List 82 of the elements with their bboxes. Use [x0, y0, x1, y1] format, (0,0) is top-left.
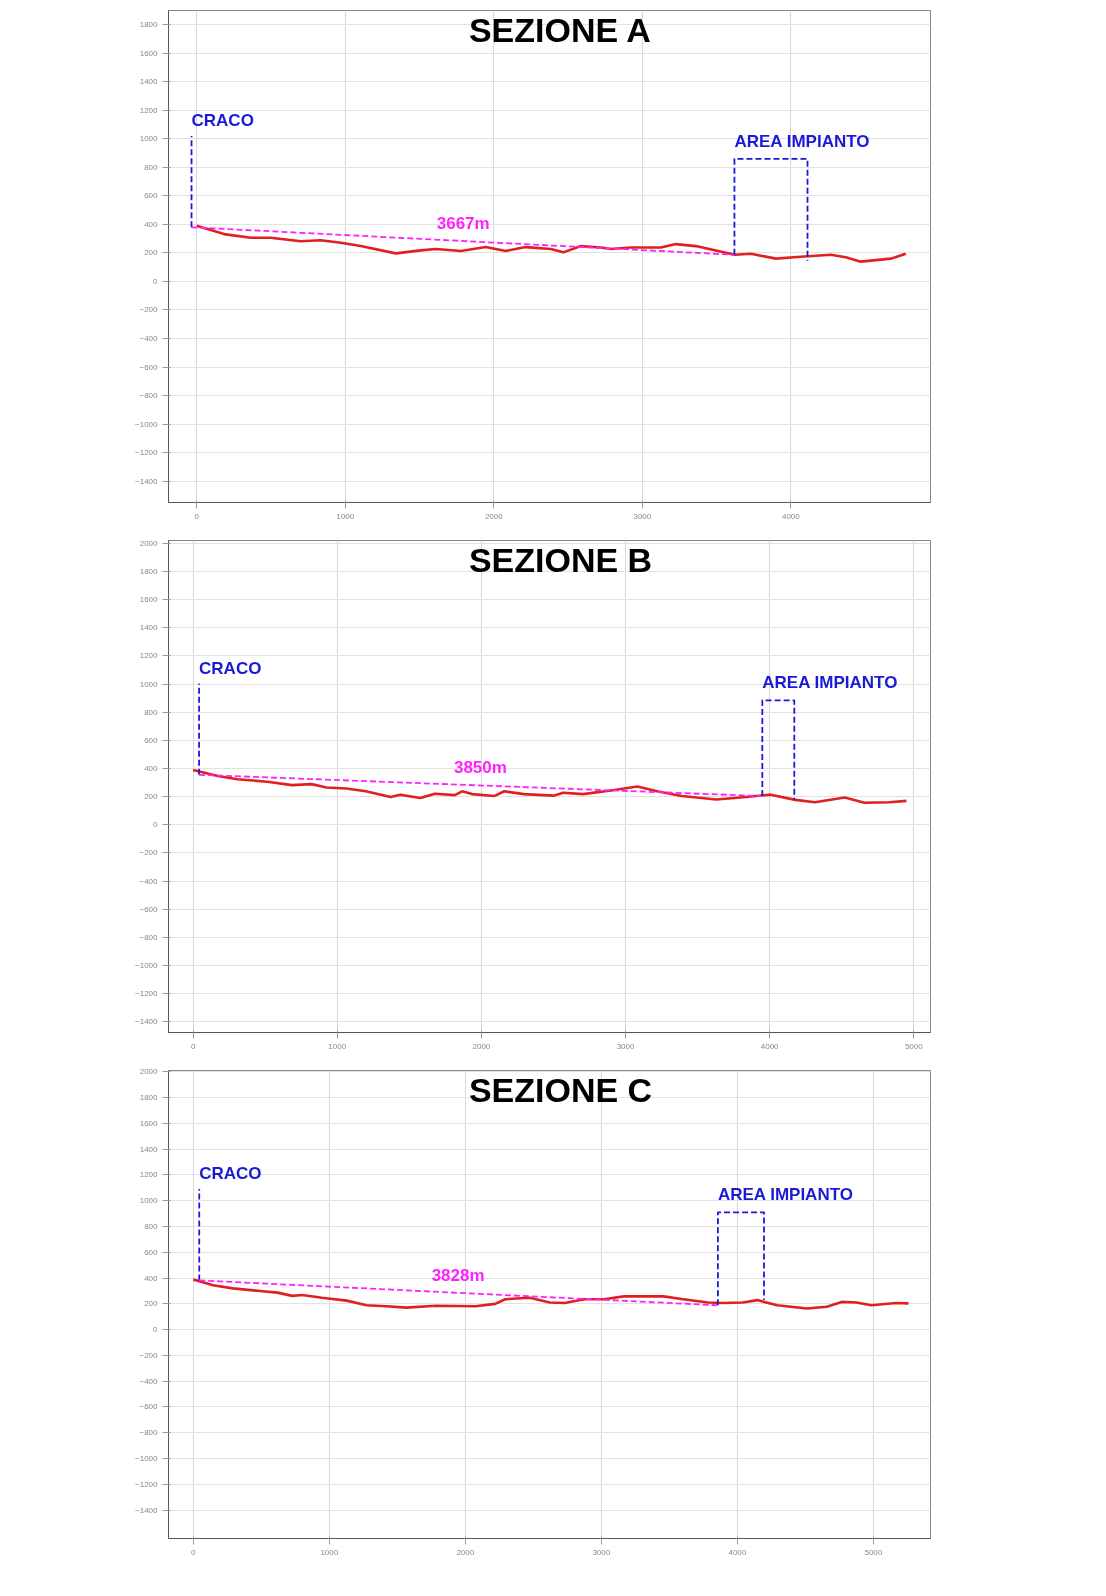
y-tick-label: −200 [139, 305, 159, 315]
y-tick-label: −1000 [135, 419, 159, 429]
y-tick-label: 1600 [139, 595, 159, 605]
y-tick-label: 1800 [139, 20, 159, 30]
x-tick-label: 1000 [328, 1041, 347, 1051]
y-tick-label: 400 [144, 219, 159, 229]
annotation: AREA IMPIANTO [734, 131, 870, 151]
annotation: CRACO [199, 658, 262, 678]
y-tick-label: 2000 [139, 538, 159, 548]
annotation: 3850m [453, 758, 507, 778]
y-tick-label: 0 [153, 820, 159, 830]
y-tick-label: 200 [144, 1299, 159, 1309]
chart-title: SEZIONE A [468, 10, 651, 49]
y-tick-label: 400 [144, 1273, 159, 1283]
y-tick-label: 400 [144, 763, 159, 773]
y-tick-label: −400 [139, 1376, 159, 1386]
x-tick-label: 1000 [320, 1547, 339, 1557]
x-tick-label: 2000 [456, 1547, 475, 1557]
annotation: AREA IMPIANTO [762, 673, 898, 693]
x-tick-label: 0 [191, 1547, 197, 1557]
y-tick-label: 1400 [139, 1144, 159, 1154]
x-tick-label: 1000 [336, 511, 355, 521]
annotation: 3667m [436, 214, 490, 234]
y-tick-label: 800 [144, 162, 159, 172]
y-tick-label: −200 [139, 1350, 159, 1360]
y-tick-label: −1200 [135, 448, 159, 458]
y-tick-label: −1000 [135, 961, 159, 971]
y-tick-label: 600 [144, 735, 159, 745]
x-tick-label: 0 [194, 511, 200, 521]
x-tick-label: 2000 [472, 1041, 491, 1051]
y-tick-label: −1400 [135, 476, 159, 486]
x-tick-label: 3000 [616, 1041, 635, 1051]
y-tick-label: 1800 [139, 566, 159, 576]
y-tick-label: −400 [139, 876, 159, 886]
y-tick-label: −1200 [135, 1479, 159, 1489]
y-tick-label: 2000 [139, 1067, 159, 1077]
y-tick-label: −800 [139, 932, 159, 942]
annotation: AREA IMPIANTO [717, 1185, 853, 1205]
y-tick-label: 1800 [139, 1093, 159, 1103]
y-tick-label: 1200 [139, 1170, 159, 1180]
y-tick-label: 200 [144, 792, 159, 802]
x-tick-label: 3000 [592, 1547, 611, 1557]
y-tick-label: 0 [153, 276, 159, 286]
annotation: CRACO [191, 111, 254, 130]
chart-title: SEZIONE B [468, 540, 653, 579]
x-tick-label: 4000 [728, 1547, 747, 1557]
y-tick-label: 1000 [139, 1196, 159, 1206]
y-tick-label: 800 [144, 707, 159, 717]
chart-title: SEZIONE C [468, 1070, 653, 1109]
y-tick-label: 1000 [139, 134, 159, 144]
y-tick-label: −800 [139, 1428, 159, 1438]
y-tick-label: 600 [144, 1247, 159, 1257]
y-tick-label: 600 [144, 191, 159, 201]
x-tick-label: 0 [190, 1041, 196, 1051]
y-tick-label: −400 [139, 334, 159, 343]
y-tick-label: 0 [153, 1325, 159, 1335]
x-tick-label: 5000 [864, 1547, 883, 1557]
x-tick-label: 2000 [484, 511, 504, 521]
y-tick-label: −1000 [135, 1454, 159, 1464]
y-tick-label: −600 [139, 904, 159, 914]
x-tick-label: 3000 [633, 511, 652, 521]
annotation: CRACO [199, 1163, 262, 1183]
y-tick-label: 1600 [139, 48, 159, 58]
y-tick-label: 1200 [139, 105, 159, 115]
y-tick-label: −200 [139, 848, 159, 858]
x-tick-label: 4000 [781, 511, 801, 521]
x-tick-label: 4000 [760, 1041, 780, 1051]
y-tick-label: 200 [144, 248, 159, 258]
y-tick-label: 1200 [139, 651, 159, 661]
x-tick-label: 5000 [904, 1041, 924, 1051]
y-tick-label: 1600 [139, 1118, 159, 1128]
y-tick-label: 1400 [139, 623, 159, 633]
annotation: 3828m [431, 1265, 485, 1285]
y-tick-label: −1400 [135, 1017, 159, 1027]
y-tick-label: −600 [139, 1402, 159, 1412]
y-tick-label: −1400 [135, 1505, 159, 1515]
y-tick-label: −800 [139, 391, 159, 401]
y-tick-label: −1200 [135, 989, 159, 999]
y-tick-label: 1400 [139, 77, 159, 87]
y-tick-label: 1000 [139, 679, 159, 689]
y-tick-label: 800 [144, 1222, 159, 1231]
y-tick-label: −600 [139, 362, 159, 372]
